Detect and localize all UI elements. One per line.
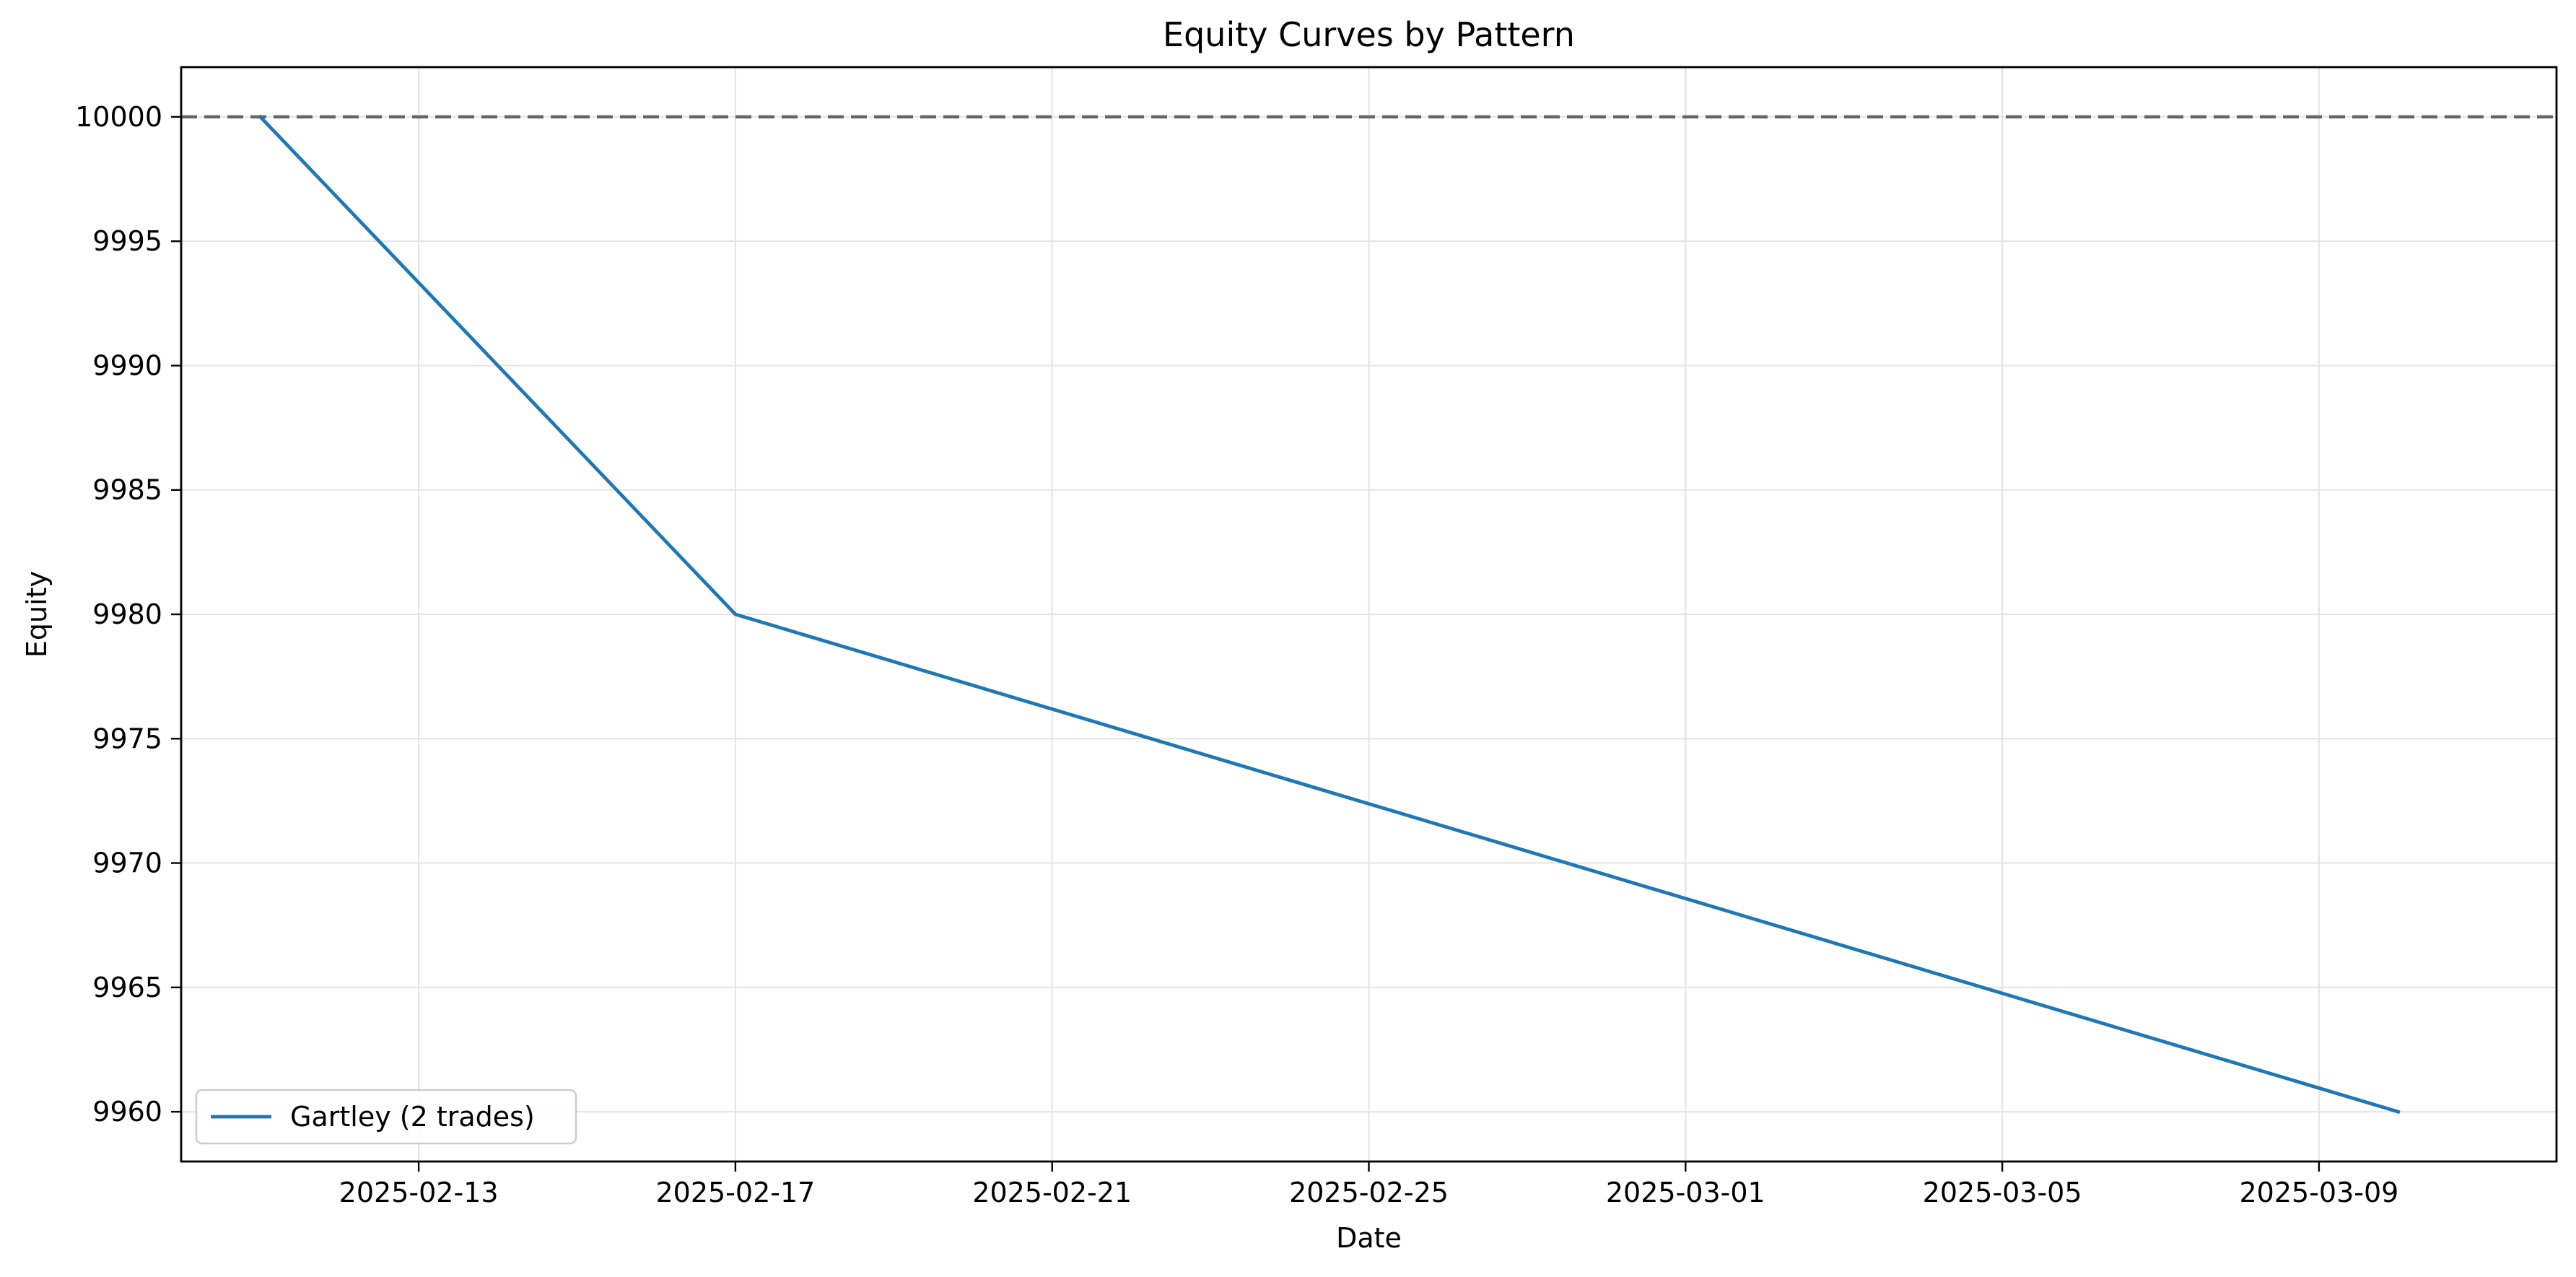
y-axis-label: Equity <box>21 571 53 658</box>
y-tick-label: 9980 <box>92 598 162 630</box>
x-tick-label: 2025-02-25 <box>1289 1177 1449 1208</box>
x-tick-label: 2025-03-05 <box>1923 1177 2082 1208</box>
grid <box>181 67 2557 1161</box>
legend: Gartley (2 trades) <box>195 1089 577 1145</box>
legend-box <box>195 1089 577 1145</box>
y-tick-label: 9990 <box>92 349 162 381</box>
x-axis-label: Date <box>1336 1222 1402 1254</box>
y-tick-label: 9995 <box>92 225 162 257</box>
y-tick-label: 9970 <box>92 847 162 879</box>
x-tick-label: 2025-03-09 <box>2239 1177 2398 1208</box>
series-lines <box>258 114 2401 1115</box>
y-tick-label: 9960 <box>92 1096 162 1128</box>
y-tick-label: 9985 <box>92 474 162 506</box>
x-tick-label: 2025-02-17 <box>655 1177 815 1208</box>
y-tick-label: 10000 <box>75 101 162 133</box>
legend-label: Gartley (2 trades) <box>290 1101 535 1133</box>
series-line <box>258 114 2401 1115</box>
x-tick-label: 2025-02-21 <box>972 1177 1132 1208</box>
x-tick-label: 2025-03-01 <box>1606 1177 1765 1208</box>
chart-title: Equity Curves by Pattern <box>1163 15 1575 54</box>
x-tick-label: 2025-02-13 <box>339 1177 499 1208</box>
y-tick-label: 9965 <box>92 972 162 1003</box>
y-tick-label: 9975 <box>92 723 162 754</box>
y-axis-ticks: 9960 9965 9970 9975 9980 9985 9990 9995 10000 <box>75 101 181 1128</box>
x-axis-ticks: 2025-02-13 2025-02-17 2025-02-21 2025-02-25… <box>339 1161 2398 1208</box>
